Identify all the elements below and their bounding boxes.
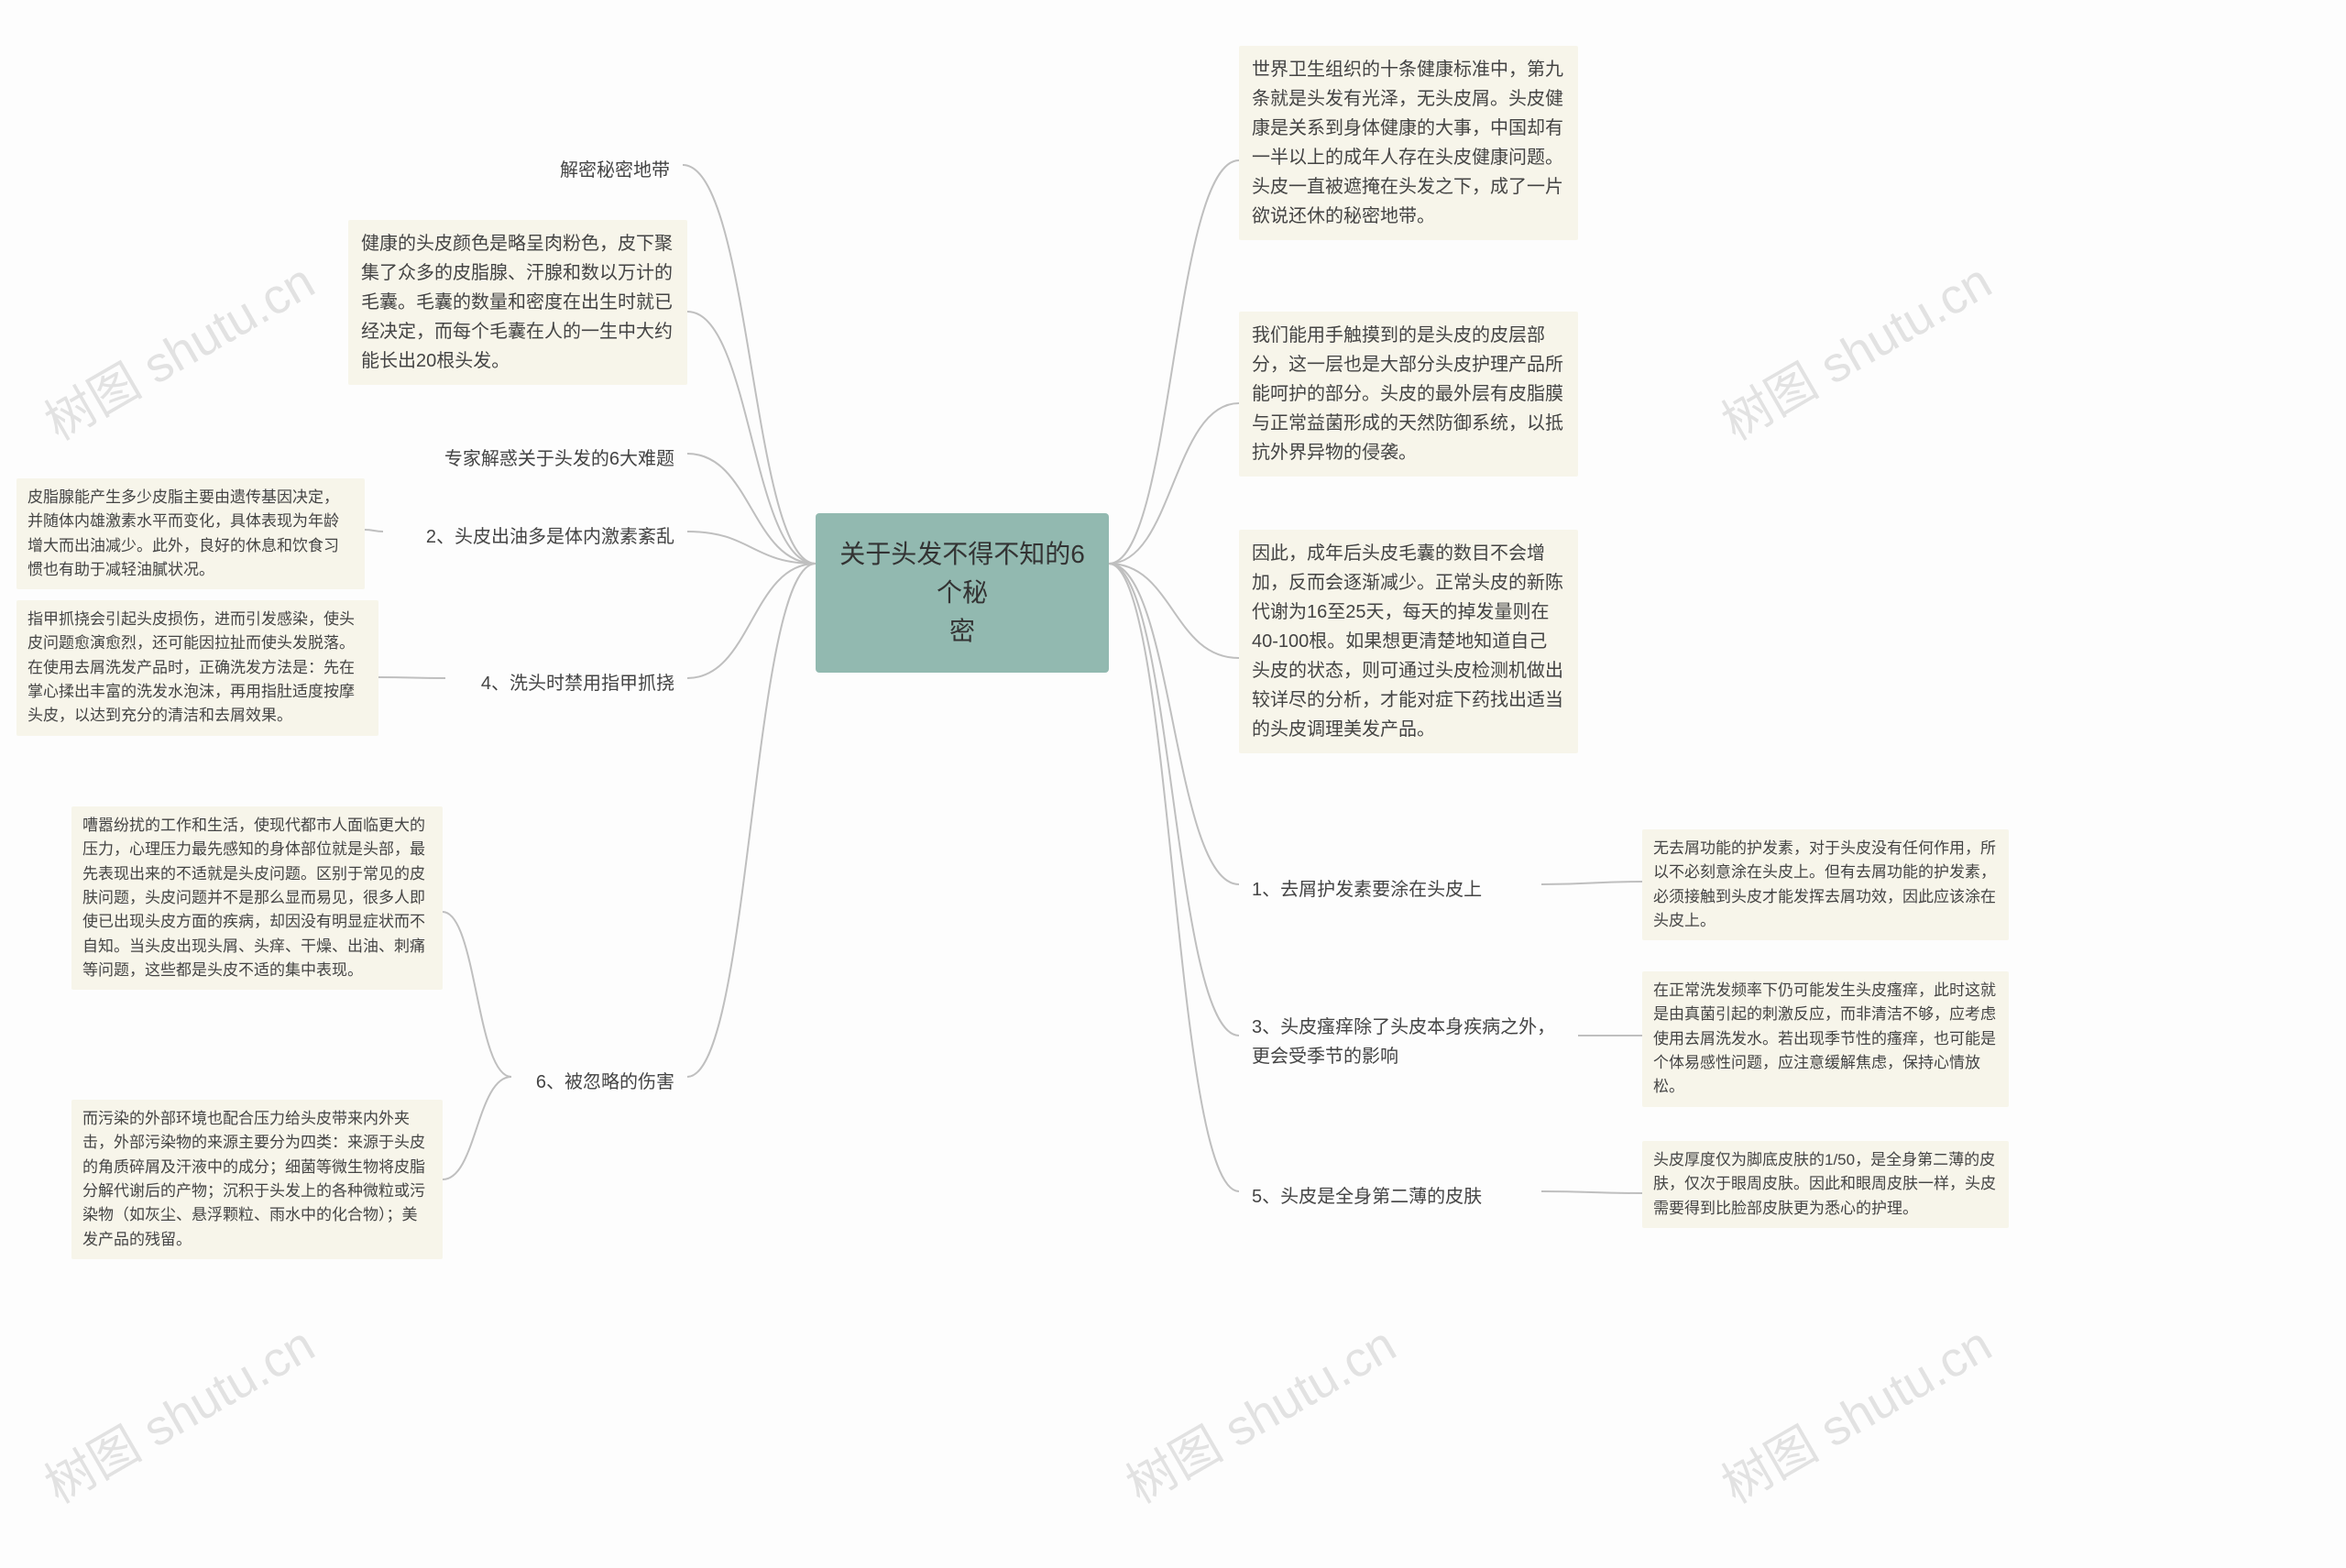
branch-l6-child-2[interactable]: 而污染的外部环境也配合压力给头皮带来内外夹击，外部污染物的来源主要分为四类：来源… (71, 1100, 443, 1259)
branch-l5[interactable]: 4、洗头时禁用指甲抓挠 (445, 660, 687, 707)
branch-r1[interactable]: 世界卫生组织的十条健康标准中，第九条就是头发有光泽，无头皮屑。头皮健康是关系到身… (1239, 46, 1578, 240)
node-text: 指甲抓挠会引起头皮损伤，进而引发感染，使头皮问题愈演愈烈，还可能因拉扯而使头发脱… (27, 610, 355, 724)
branch-l1[interactable]: 解密秘密地带 (532, 147, 683, 194)
branch-r5[interactable]: 3、头皮瘙痒除了头皮本身疾病之外，更会受季节的影响 (1239, 1003, 1578, 1080)
branch-r5-child[interactable]: 在正常洗发频率下仍可能发生头皮瘙痒，此时这就是由真菌引起的刺激反应，而非清洁不够… (1642, 971, 2009, 1107)
branch-r6[interactable]: 5、头皮是全身第二薄的皮肤 (1239, 1173, 1541, 1221)
watermark: 树图 shutu.cn (1111, 1305, 1407, 1518)
node-text: 专家解惑关于头发的6大难题 (444, 449, 674, 469)
watermark: 树图 shutu.cn (29, 242, 325, 455)
watermark: 树图 shutu.cn (29, 1305, 325, 1518)
branch-l4[interactable]: 2、头皮出油多是体内激素紊乱 (383, 513, 687, 561)
node-text: 在正常洗发频率下仍可能发生头皮瘙痒，此时这就是由真菌引起的刺激反应，而非清洁不够… (1653, 981, 1996, 1095)
branch-r4[interactable]: 1、去屑护发素要涂在头皮上 (1239, 866, 1541, 914)
node-text: 健康的头皮颜色是略呈肉粉色，皮下聚集了众多的皮脂腺、汗腺和数以万计的毛囊。毛囊的… (361, 234, 673, 371)
node-text: 因此，成年后头皮毛囊的数目不会增加，反而会逐渐减少。正常头皮的新陈代谢为16至2… (1252, 543, 1563, 740)
branch-l5-child[interactable]: 指甲抓挠会引起头皮损伤，进而引发感染，使头皮问题愈演愈烈，还可能因拉扯而使头发脱… (16, 600, 378, 736)
node-text: 1、去屑护发素要涂在头皮上 (1252, 880, 1482, 900)
node-text: 头皮厚度仅为脚底皮肤的1/50，是全身第二薄的皮肤，仅次于眼周皮肤。因此和眼周皮… (1653, 1151, 1996, 1217)
center-node[interactable]: 关于头发不得不知的6个秘密 (816, 513, 1109, 673)
node-text: 6、被忽略的伤害 (536, 1072, 674, 1092)
branch-l4-child[interactable]: 皮脂腺能产生多少皮脂主要由遗传基因决定，并随体内雄激素水平而变化，具体表现为年龄… (16, 478, 365, 589)
node-text: 3、头皮瘙痒除了头皮本身疾病之外，更会受季节的影响 (1252, 1017, 1555, 1067)
node-text: 嘈嚣纷扰的工作和生活，使现代都市人面临更大的压力，心理压力最先感知的身体部位就是… (82, 817, 425, 979)
branch-l6-child-1[interactable]: 嘈嚣纷扰的工作和生活，使现代都市人面临更大的压力，心理压力最先感知的身体部位就是… (71, 806, 443, 990)
branch-r6-child[interactable]: 头皮厚度仅为脚底皮肤的1/50，是全身第二薄的皮肤，仅次于眼周皮肤。因此和眼周皮… (1642, 1141, 2009, 1228)
branch-l2[interactable]: 健康的头皮颜色是略呈肉粉色，皮下聚集了众多的皮脂腺、汗腺和数以万计的毛囊。毛囊的… (348, 220, 687, 385)
node-text: 世界卫生组织的十条健康标准中，第九条就是头发有光泽，无头皮屑。头皮健康是关系到身… (1252, 60, 1563, 226)
branch-l6[interactable]: 6、被忽略的伤害 (511, 1058, 687, 1106)
branch-r3[interactable]: 因此，成年后头皮毛囊的数目不会增加，反而会逐渐减少。正常头皮的新陈代谢为16至2… (1239, 530, 1578, 753)
node-text: 我们能用手触摸到的是头皮的皮层部分，这一层也是大部分头皮护理产品所能呵护的部分。… (1252, 325, 1563, 463)
node-text: 解密秘密地带 (560, 160, 670, 181)
watermark: 树图 shutu.cn (1706, 242, 2002, 455)
node-text: 皮脂腺能产生多少皮脂主要由遗传基因决定，并随体内雄激素水平而变化，具体表现为年龄… (27, 488, 339, 578)
node-text: 而污染的外部环境也配合压力给头皮带来内外夹击，外部污染物的来源主要分为四类：来源… (82, 1110, 425, 1248)
node-text: 4、洗头时禁用指甲抓挠 (481, 674, 674, 694)
branch-r2[interactable]: 我们能用手触摸到的是头皮的皮层部分，这一层也是大部分头皮护理产品所能呵护的部分。… (1239, 312, 1578, 477)
mindmap-canvas: 树图 shutu.cn 树图 shutu.cn 树图 shutu.cn 树图 s… (0, 0, 2346, 1568)
node-text: 5、头皮是全身第二薄的皮肤 (1252, 1187, 1482, 1207)
node-text: 2、头皮出油多是体内激素紊乱 (426, 527, 674, 547)
node-text: 无去屑功能的护发素，对于头皮没有任何作用，所以不必刻意涂在头皮上。但有去屑功能的… (1653, 839, 1996, 929)
branch-l3[interactable]: 专家解惑关于头发的6大难题 (403, 435, 687, 483)
center-node-text: 关于头发不得不知的6个秘密 (839, 540, 1085, 645)
watermark: 树图 shutu.cn (1706, 1305, 2002, 1518)
branch-r4-child[interactable]: 无去屑功能的护发素，对于头皮没有任何作用，所以不必刻意涂在头皮上。但有去屑功能的… (1642, 829, 2009, 940)
